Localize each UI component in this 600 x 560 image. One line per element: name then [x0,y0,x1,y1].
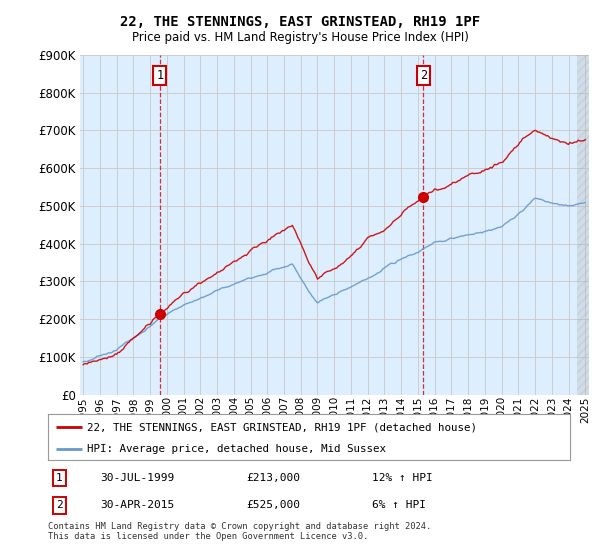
Text: HPI: Average price, detached house, Mid Sussex: HPI: Average price, detached house, Mid … [87,444,386,454]
Text: 12% ↑ HPI: 12% ↑ HPI [371,473,433,483]
Text: 1: 1 [156,69,163,82]
Text: 22, THE STENNINGS, EAST GRINSTEAD, RH19 1PF: 22, THE STENNINGS, EAST GRINSTEAD, RH19 … [120,15,480,29]
Text: £525,000: £525,000 [247,501,301,510]
Text: 30-JUL-1999: 30-JUL-1999 [100,473,175,483]
Text: 2: 2 [420,69,427,82]
Text: 22, THE STENNINGS, EAST GRINSTEAD, RH19 1PF (detached house): 22, THE STENNINGS, EAST GRINSTEAD, RH19 … [87,422,477,432]
Text: 2: 2 [56,501,63,510]
Text: 30-APR-2015: 30-APR-2015 [100,501,175,510]
Text: Contains HM Land Registry data © Crown copyright and database right 2024.
This d: Contains HM Land Registry data © Crown c… [48,522,431,542]
Text: Price paid vs. HM Land Registry's House Price Index (HPI): Price paid vs. HM Land Registry's House … [131,31,469,44]
Text: £213,000: £213,000 [247,473,301,483]
Text: 6% ↑ HPI: 6% ↑ HPI [371,501,425,510]
Text: 1: 1 [56,473,63,483]
